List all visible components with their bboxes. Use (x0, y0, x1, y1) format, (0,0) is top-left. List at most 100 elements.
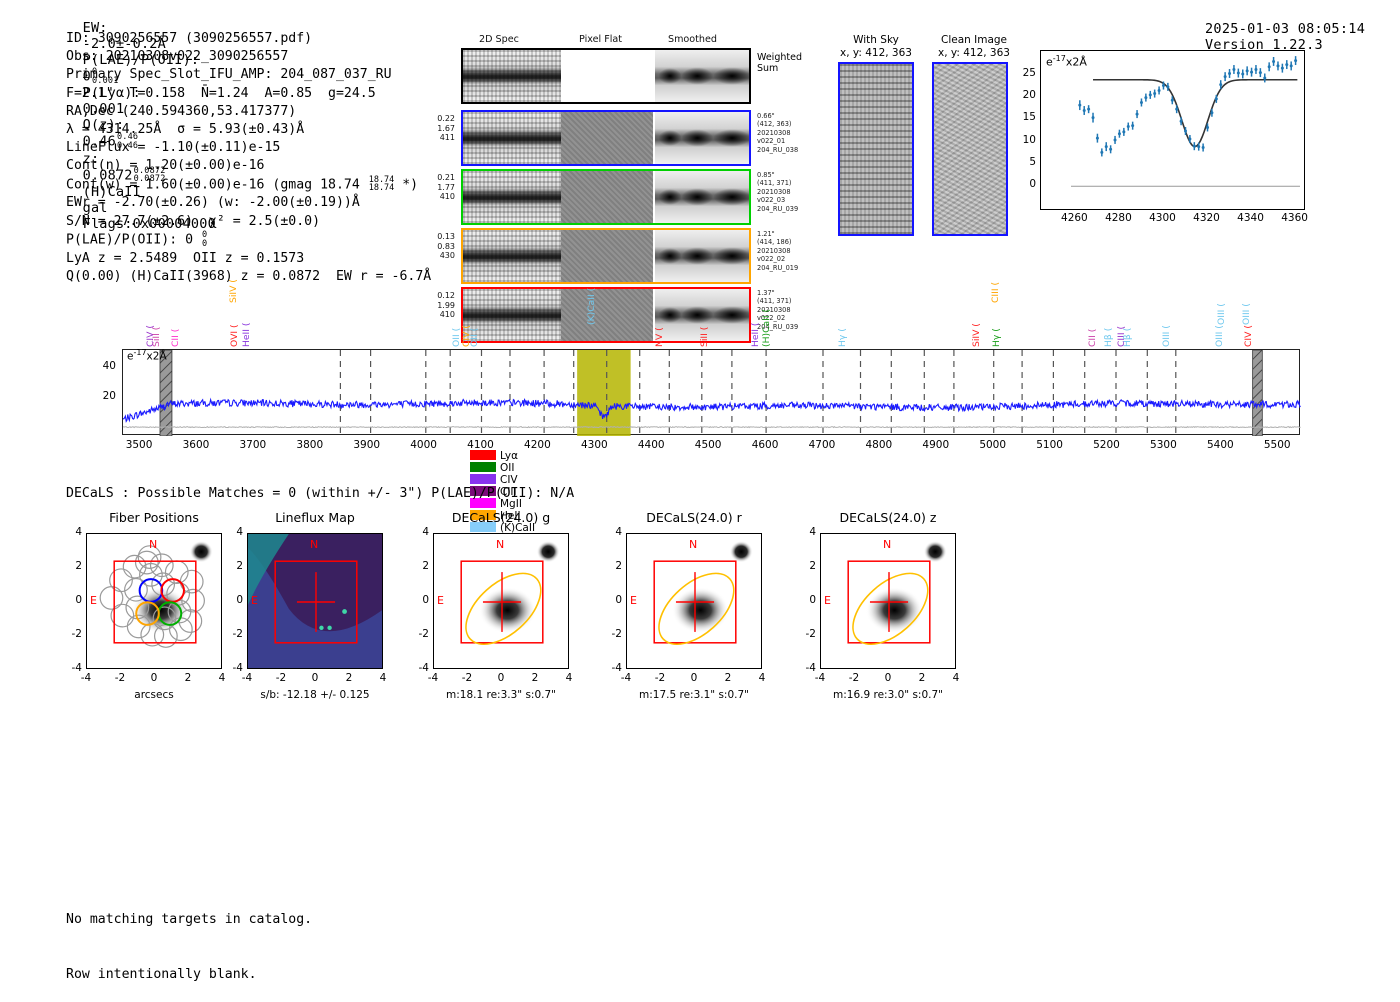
fiber-right-meta: 0.85" (411, 371) 20210308 v022_03 204_RU_039 (757, 171, 798, 213)
decals-xtick: 2 (724, 672, 732, 684)
fiber-left-stats: 0.12 1.99 410 (421, 291, 455, 320)
emission-line-label: OII ( (468, 327, 480, 347)
decals-xtick: -4 (80, 672, 92, 684)
spectrum-xtick: 5500 (1263, 439, 1291, 451)
spectrum-xtick: 4900 (922, 439, 950, 451)
spectrum-xtick: 4400 (637, 439, 665, 451)
fiber-meta: 20210308 (757, 246, 791, 255)
spectrum-xtick: 5300 (1150, 439, 1177, 451)
fiber-stat: 411 (439, 133, 455, 143)
legend-swatch (470, 450, 496, 460)
fiber-stat: 0.83 (437, 241, 455, 251)
spectrum-xtick: 4700 (808, 439, 836, 451)
fiber-meta: (411, 371) (757, 297, 792, 306)
header-qz-value: 0.46 (82, 133, 116, 150)
header-ew-label: EW: (82, 20, 108, 36)
spectrum-xtick: 5100 (1036, 439, 1063, 451)
compass-east-label: E (251, 594, 258, 607)
fiber-stat: 1.99 (437, 300, 455, 310)
fiber-stat: 0.21 (437, 173, 455, 182)
fiber-smoothed-cell (652, 289, 749, 341)
col-header-2d-spec: 2D Spec (479, 34, 519, 45)
header-z-sub: 0.0872 (133, 174, 166, 185)
spectrum-xtick: 5200 (1093, 439, 1120, 451)
decals-xtick: 4 (218, 672, 226, 684)
decals-xtick: 4 (758, 672, 766, 684)
spectrum-xtick: 3700 (239, 439, 267, 451)
fiber-meta: 20210308 (757, 187, 791, 196)
fiber-meta: 0.66" (757, 112, 775, 120)
spectrum-xtick: 3800 (296, 439, 324, 451)
info-cont-w-pre: Cont(w) = 1.60(±0.00)e-16 (gmag 18.74 (66, 177, 368, 193)
fiber-meta: (414, 186) (757, 238, 792, 247)
fiber-meta: 0.85" (757, 171, 775, 179)
strip-pixel-flat-cell (561, 50, 653, 102)
decals-ytick: 2 (809, 560, 816, 572)
fit-xtick: 4280 (1105, 212, 1132, 224)
info-plae-pre: P(LAE)/P(OII): 0 (66, 232, 201, 248)
decals-xtick: 2 (918, 672, 926, 684)
emission-line-label: (H)CaII ( (761, 308, 773, 347)
fiber-left-stats: 0.13 0.83 430 (421, 232, 455, 261)
legend-label: CIV (500, 474, 518, 486)
fiber-smoothed-cell (652, 112, 749, 164)
emission-line-label: CII ( (170, 328, 182, 347)
fiber-2d-spec-cell (463, 112, 562, 164)
legend-entry: Lyα (470, 450, 518, 462)
decals-scene (627, 534, 761, 668)
legend-swatch (470, 522, 496, 532)
fiber-meta: (412, 363) (757, 120, 792, 129)
emission-line-label: CIII ( (989, 281, 1001, 303)
header-classification: gal (82, 199, 108, 216)
header-plae-sup: 0 (91, 67, 98, 77)
decals-ytick: -4 (805, 662, 816, 674)
emission-line-label: SiIV ( (228, 279, 240, 303)
fiber-strip (461, 228, 751, 284)
info-plae-sub: 0 (201, 238, 208, 249)
legend-label: MgII (500, 498, 522, 510)
info-cont-w-sub: 18.74 (368, 183, 395, 194)
decals-ytick: -4 (611, 662, 622, 674)
header-qz-sup: 0.46 (116, 132, 139, 143)
info-id: ID: 3090256557 (3090256557.pdf) (66, 31, 313, 46)
fit-xtick: 4260 (1061, 212, 1088, 224)
emission-line-label: Hγ ( (837, 328, 849, 347)
cutout-image-with-sky (838, 62, 914, 236)
fiber-meta: v022_02 (757, 314, 786, 323)
spectrum-ytick: 20 (102, 390, 116, 403)
decals-panel-caption: m:16.9 re:3.0" s:0.7" (833, 689, 943, 701)
fiber-2d-spec-cell (463, 171, 562, 223)
compass-east-label: E (630, 594, 637, 607)
legend-entry: HeII (470, 510, 521, 522)
fiber-stat: 0.22 (437, 114, 455, 123)
header-qz-label: Q(z): (82, 117, 125, 134)
compass-north-label: N (496, 538, 505, 551)
info-plae-sup: 0 (201, 229, 208, 240)
legend-entry: OII (470, 462, 514, 474)
header-summary-line: EW: -2.0±-0.2Å P(LAE)/P(OII): 00 0.001 P(… (66, 4, 216, 232)
version: Version 1.22.3 (1205, 37, 1323, 53)
compass-north-label: N (883, 538, 892, 551)
fiber-right-meta: 1.37" (411, 371) 20210308 v022_02 204_RU_039 (757, 289, 798, 331)
decals-ytick: 0 (422, 594, 429, 606)
cutout-title-0: With Sky (853, 34, 899, 46)
fiber-right-meta: 1.21" (414, 186) 20210308 v022_02 204_RU_019 (757, 230, 798, 272)
decals-xtick: -2 (848, 672, 860, 684)
cutout-title-with-sky: With Sky x, y: 412, 363 (826, 34, 926, 59)
fiber-meta: v022_02 (757, 255, 786, 264)
spectrum-xtick: 4100 (467, 439, 494, 451)
decals-panel-title: DECaLS(24.0) z (839, 510, 937, 525)
spectrum-xtick: 4000 (410, 439, 437, 451)
spectrum-xtick: 5000 (979, 439, 1007, 451)
info-cont-n: Cont(n) = 1.20(±0.00)e-16 (66, 158, 265, 174)
fiber-meta: 1.21" (757, 230, 775, 238)
col-header-pixel-flat: Pixel Flat (579, 34, 623, 45)
header-z-label: z: (82, 150, 100, 167)
emission-line-label: OIII ( (1215, 303, 1227, 325)
fiber-meta: 204_RU_039 (757, 322, 799, 331)
fit-flux-annotation: e-17x2Å (1046, 54, 1087, 69)
footer-line-2: Row intentionally blank. (66, 967, 257, 983)
decals-ytick: 4 (809, 526, 816, 538)
